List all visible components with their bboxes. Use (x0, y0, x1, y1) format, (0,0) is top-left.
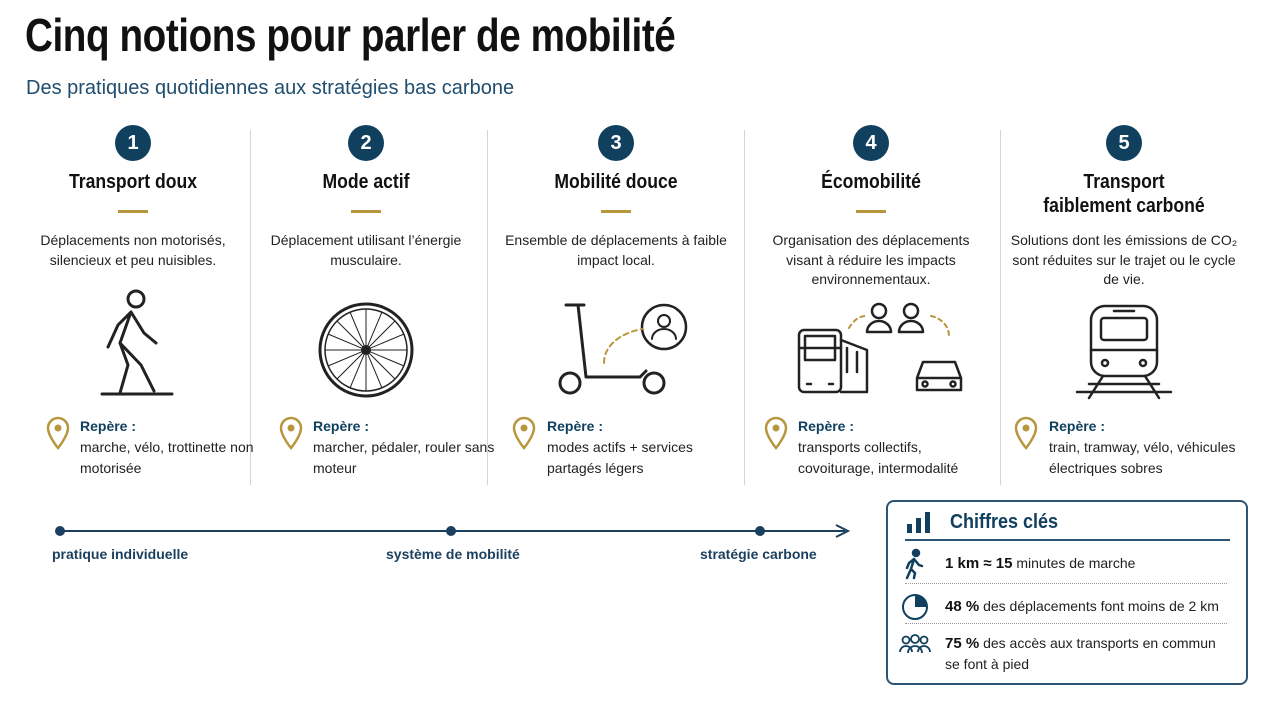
key-figure-text: des déplacements font moins de 2 km (983, 598, 1219, 614)
ecomobility-icon (797, 302, 963, 394)
pin-icon (46, 416, 70, 450)
notion-title: Mobilité douce (554, 171, 678, 193)
title-rule (905, 539, 1230, 541)
marker-label: Repère : (547, 418, 604, 434)
marker-text: train, tramway, vélo, véhicules électriq… (1049, 439, 1236, 476)
pie-icon (902, 594, 928, 620)
notion-card: 5 Transport faiblement carboné Solutions… (1002, 120, 1246, 485)
marker-label: Repère : (798, 418, 855, 434)
marker-text: marcher, pédaler, rouler sans moteur (313, 439, 495, 476)
accent-line (118, 210, 148, 213)
marker-text: marche, vélo, trottinette non motorisée (80, 439, 254, 476)
marker-label: Repère : (1049, 418, 1106, 434)
number-badge: 2 (348, 125, 384, 161)
key-figure-value: 1 km ≈ 15 (945, 555, 1013, 572)
number-badge: 5 (1106, 125, 1142, 161)
separator (905, 623, 1227, 624)
marker-label: Repère : (80, 418, 137, 434)
timeline (55, 524, 851, 538)
timeline-dot (755, 526, 765, 536)
notion-description: Ensemble de déplacements à faible impact… (505, 232, 727, 268)
notion-description: Organisation des déplacements visant à r… (772, 232, 970, 287)
notion-title: Mode actif (322, 171, 410, 193)
divider (744, 130, 745, 485)
key-figure: 75 % des accès aux transports en commun … (945, 633, 1225, 675)
marker: Repère : transports collectifs, covoitura… (798, 416, 988, 479)
marker: Repère : train, tramway, vélo, véhicules … (1049, 416, 1239, 479)
marker-text: transports collectifs, covoiturage, inte… (798, 439, 959, 476)
key-figure-value: 48 % (945, 598, 980, 615)
key-figure-text: minutes de marche (1016, 555, 1136, 571)
key-figure-text: des accès aux transports en commun se fo… (945, 635, 1216, 672)
notion-description: Déplacements non motorisés, silencieux e… (40, 232, 226, 268)
notion-title: Transport doux (68, 171, 198, 193)
pin-icon (512, 416, 536, 450)
notion-card: 3 Mobilité douce Ensemble de déplacement… (490, 120, 742, 485)
key-figure: 48 % des déplacements font moins de 2 km (945, 596, 1235, 617)
key-figure-value: 75 % (945, 635, 980, 652)
wheel-icon (318, 302, 414, 398)
timeline-label: système de mobilité (386, 546, 520, 562)
divider (250, 130, 251, 485)
notion-description: Déplacement utilisant l’énergie musculai… (270, 232, 462, 268)
notion-card: 1 Transport doux Déplacements non motori… (20, 120, 254, 485)
divider (487, 130, 488, 485)
subtitle: Des pratiques quotidiennes aux stratégie… (26, 77, 515, 99)
timeline-label: pratique individuelle (52, 546, 189, 562)
notion-title: Écomobilité (821, 171, 921, 193)
bars-icon (907, 512, 930, 533)
separator (905, 583, 1227, 584)
key-figure: 1 km ≈ 15 minutes de marche (945, 553, 1235, 574)
accent-line (601, 210, 631, 213)
marker: Repère : marche, vélo, trottinette non mo… (80, 416, 270, 479)
divider (1000, 130, 1001, 485)
marker: Repère : marcher, pédaler, rouler sans mo… (313, 416, 503, 479)
marker-text: modes actifs + services partagés légers (547, 439, 693, 476)
number-badge: 1 (115, 125, 151, 161)
timeline-label: stratégie carbone (700, 546, 817, 562)
walk-icon (905, 548, 924, 580)
notion-title: Transport faiblement carboné (1043, 171, 1205, 217)
group-icon (899, 634, 931, 654)
notion-card: 4 Écomobilité Organisation des déplaceme… (746, 120, 996, 485)
accent-line (351, 210, 381, 213)
pin-icon (764, 416, 788, 450)
notion-card: 2 Mode actif Déplacement utilisant l’éne… (252, 120, 494, 485)
pin-icon (1014, 416, 1038, 450)
scooter-icon (558, 303, 688, 395)
timeline-dot (55, 526, 65, 536)
accent-line (856, 210, 886, 213)
marker: Repère : modes actifs + services partagés… (547, 416, 737, 479)
timeline-dot (446, 526, 456, 536)
number-badge: 3 (598, 125, 634, 161)
key-figures-title: Chiffres clés (950, 511, 1059, 533)
walker-icon (100, 289, 174, 396)
title: Cinq notions pour parler de mobilité (25, 9, 676, 61)
marker-label: Repère : (313, 418, 370, 434)
timeline-arrow (835, 524, 851, 538)
notion-description: Solutions dont les émissions de CO₂ sont… (1010, 232, 1238, 287)
number-badge: 4 (853, 125, 889, 161)
pin-icon (279, 416, 303, 450)
train-icon (1075, 304, 1173, 400)
key-figures-box (886, 500, 1248, 685)
